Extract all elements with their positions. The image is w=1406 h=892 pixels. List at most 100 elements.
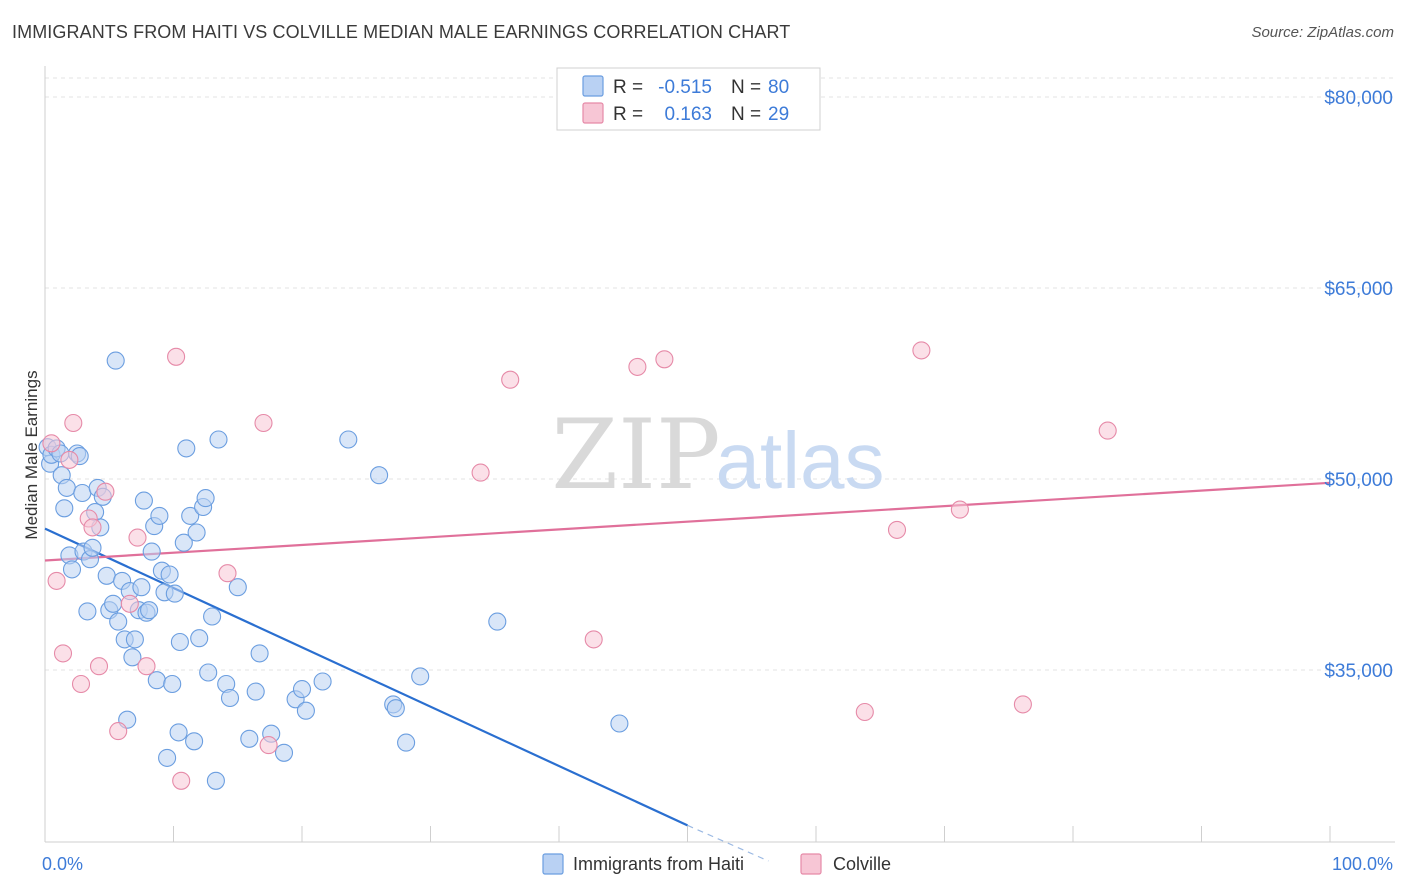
y-tick-label-2: $65,000 [1324,279,1393,300]
haiti-point-47 [169,723,188,742]
colville-point-2 [53,644,73,663]
haiti-point-9 [62,560,82,579]
bottom-legend-colville: Colville [833,854,891,874]
chart-title: IMMIGRANTS FROM HAITI VS COLVILLE MEDIAN… [12,22,791,42]
y-tick-label-1: $50,000 [1324,470,1393,491]
haiti-point-43 [158,748,177,767]
haiti-point-65 [246,682,265,701]
haiti-point-76 [386,699,405,718]
colville-point-0 [42,434,61,453]
haiti-point-53 [187,523,206,542]
colville-point-15 [172,771,191,790]
haiti-point-80 [610,714,629,733]
haiti-point-40 [150,506,169,525]
bottom-legend-swatch-haiti [542,853,564,875]
colville-point-22 [628,357,647,376]
colville-point-24 [855,702,874,722]
haiti-trend-extension [687,824,769,862]
haiti-point-70 [292,680,312,699]
haiti-point-71 [296,701,315,720]
colville-point-27 [950,500,969,519]
haiti-point-6 [55,499,74,518]
legend-r-label-1: R = [613,77,643,98]
legend-box: R = -0.515 N = 80 R = 0.163 N = 29 [556,67,821,131]
colville-point-16 [218,564,237,583]
y-tick-labels: $35,000 $50,000 $65,000 $80,000 [1324,88,1393,682]
legend-n-label-2: N = [731,104,761,125]
haiti-point-21 [97,566,116,585]
haiti-point-66 [250,644,269,663]
haiti-point-62 [220,688,240,708]
haiti-point-34 [134,491,153,510]
watermark-atlas: atlas [716,416,885,505]
haiti-point-68 [274,743,294,762]
legend-n-label-1: N = [731,77,761,98]
haiti-point-54 [190,629,209,648]
colville-point-29 [1098,421,1117,440]
haiti-point-33 [132,578,151,597]
legend-n-value-1: 80 [768,77,789,98]
haiti-point-52 [185,732,204,751]
haiti-point-48 [170,632,189,652]
grid-lines [45,77,1395,671]
trend-lines [44,481,1331,862]
colville-point-20 [501,370,520,389]
bottom-legend-swatch-colville [800,853,822,875]
watermark-zip: ZIP [551,399,720,511]
haiti-trend-line [44,527,688,827]
haiti-point-7 [57,478,76,497]
colville-point-3 [60,450,79,469]
colville-point-10 [109,722,128,741]
haiti-point-25 [109,612,128,631]
haiti-point-24 [106,351,125,370]
colville-point-12 [128,528,147,547]
colville-point-18 [259,736,278,755]
haiti-point-56 [196,489,215,508]
colville-point-26 [912,341,931,360]
colville-point-14 [167,347,186,366]
haiti-point-14 [78,602,97,621]
legend-swatch-haiti [582,75,604,97]
legend-r-value-2: 0.163 [664,104,712,125]
haiti-point-44 [160,565,179,584]
x-tick-label-1: 100.0% [1332,854,1393,874]
colville-point-19 [471,463,490,482]
haiti-point-79 [488,612,507,631]
y-tick-label-3: $80,000 [1324,88,1393,109]
haiti-point-39 [147,671,166,690]
haiti-point-37 [142,542,161,561]
legend-r-label-2: R = [613,104,643,125]
haiti-point-31 [125,630,144,649]
colville-trend-line [44,481,1331,562]
colville-point-7 [83,518,102,537]
haiti-point-51 [181,506,200,525]
haiti-point-50 [177,439,196,458]
haiti-point-64 [240,729,259,748]
haiti-point-58 [203,607,222,626]
haiti-point-49 [174,533,193,552]
haiti-point-60 [209,430,228,449]
colville-point-25 [887,520,907,539]
haiti-point-72 [313,672,332,691]
data-points [38,341,1117,790]
colville-point-13 [137,657,156,676]
legend-n-value-2: 29 [768,104,789,125]
colville-point-9 [96,482,115,501]
x-tick-labels: 0.0% 100.0% [42,854,1393,874]
source-label: Source: ZipAtlas.com [1251,24,1394,41]
watermark: ZIP atlas [551,399,884,511]
haiti-point-36 [140,601,159,620]
haiti-point-74 [370,466,389,485]
haiti-point-73 [339,430,358,449]
x-tick-label-0: 0.0% [42,854,83,874]
haiti-point-77 [397,733,416,752]
colville-point-4 [64,413,83,433]
haiti-point-45 [163,674,182,694]
haiti-point-46 [165,584,184,603]
colville-point-23 [655,350,674,369]
haiti-point-59 [206,771,225,790]
haiti-point-30 [123,648,142,667]
colville-point-21 [584,630,603,649]
haiti-point-23 [104,594,123,613]
